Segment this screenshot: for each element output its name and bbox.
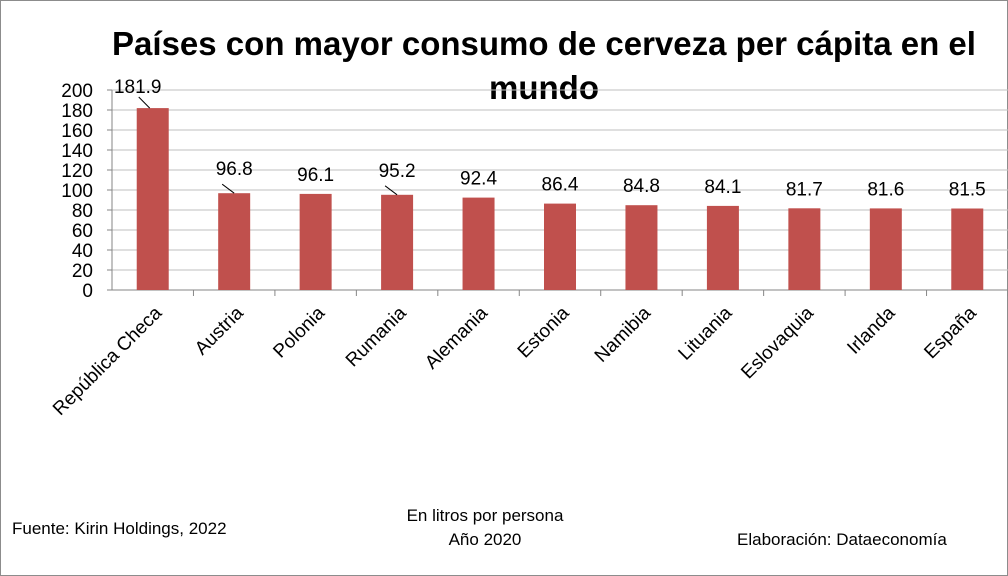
bar (951, 208, 984, 290)
data-label: 81.6 (867, 179, 904, 200)
year-note: Año 2020 (448, 530, 522, 549)
data-label: 181.9 (114, 77, 162, 98)
data-label: 81.7 (786, 179, 823, 200)
bar (625, 205, 658, 290)
bar (788, 208, 821, 290)
category-label: Austria (191, 302, 248, 359)
bar (299, 193, 332, 290)
bar (218, 193, 251, 290)
y-tick-label: 20 (72, 261, 93, 282)
unit-note: En litros por persona (406, 506, 564, 525)
data-label: 84.1 (704, 177, 741, 198)
data-label: 81.5 (949, 180, 986, 201)
category-label: Estonia (514, 302, 574, 362)
data-label: 84.8 (623, 176, 660, 197)
category-label: Irlanda (843, 302, 899, 358)
y-tick-label: 100 (61, 181, 93, 202)
bar (381, 194, 414, 290)
bar (869, 208, 902, 290)
category-label: República Checa (49, 302, 166, 419)
y-tick-label: 180 (61, 101, 93, 122)
credit-note: Elaboración: Dataeconomía (737, 530, 947, 549)
chart-title-line-1: Países con mayor consumo de cerveza per … (112, 25, 976, 62)
y-tick-label: 120 (61, 161, 93, 182)
data-label-leader (138, 96, 151, 109)
category-label: Rumania (342, 302, 411, 371)
source-note: Fuente: Kirin Holdings, 2022 (12, 519, 227, 538)
chart-title-line-2: mundo (489, 69, 599, 106)
data-label: 96.8 (216, 159, 253, 180)
category-label: Lituania (675, 302, 737, 364)
y-tick-label: 0 (82, 281, 93, 302)
bar (544, 203, 576, 290)
category-label: Alemania (421, 302, 492, 373)
data-label: 92.4 (460, 169, 497, 190)
y-tick-label: 40 (72, 241, 93, 262)
data-label: 95.2 (379, 161, 416, 182)
y-tick-label: 200 (61, 81, 93, 102)
y-tick-label: 60 (72, 221, 93, 242)
y-tick-label: 80 (72, 201, 93, 222)
data-label: 96.1 (297, 165, 334, 186)
data-label: 86.4 (542, 175, 579, 196)
data-label-leader (384, 185, 398, 196)
category-label: España (920, 302, 981, 363)
bar (462, 197, 495, 290)
category-label: Namibia (591, 302, 655, 366)
category-label: Polonia (269, 302, 329, 362)
data-label-leader (221, 183, 235, 194)
bar (136, 108, 169, 290)
y-tick-label: 160 (61, 121, 93, 142)
category-label: Eslovaquia (737, 302, 818, 383)
bar (706, 205, 739, 290)
y-tick-label: 140 (61, 141, 93, 162)
